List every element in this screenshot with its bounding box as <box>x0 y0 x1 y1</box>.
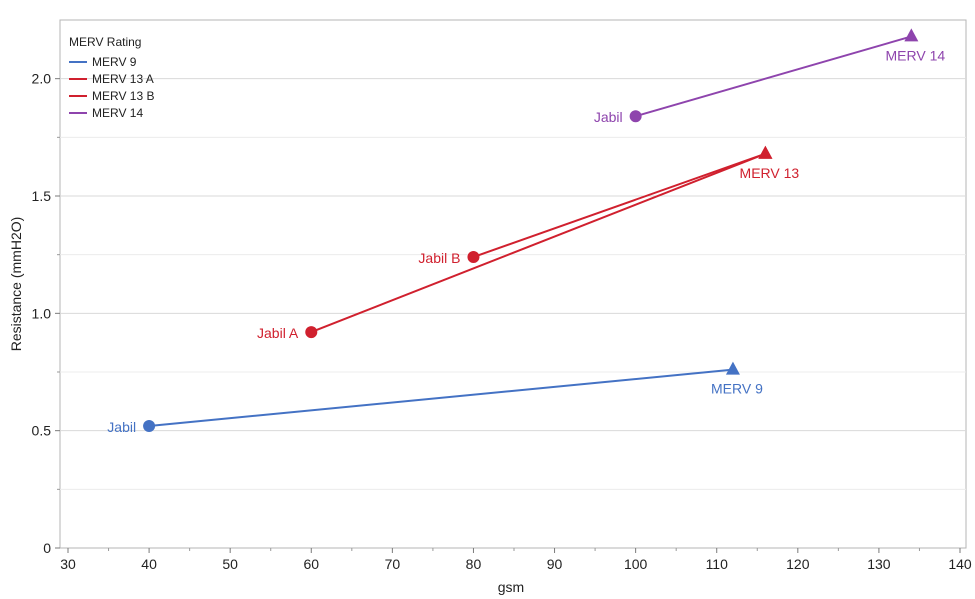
point-marker-merv-14 <box>904 28 919 42</box>
series-layer <box>143 28 919 432</box>
x-tick-label: 80 <box>466 556 482 572</box>
x-tick-label: 130 <box>867 556 891 572</box>
x-tick-label: 70 <box>385 556 401 572</box>
y-tick-label: 0 <box>43 540 51 556</box>
series-line-merv-9 <box>148 368 734 427</box>
point-marker-merv-13-b <box>467 251 480 264</box>
x-tick-label: 90 <box>547 556 563 572</box>
x-tick-label: 50 <box>222 556 238 572</box>
series-line-merv-13-b <box>473 152 766 258</box>
y-tick-label: 1.5 <box>32 188 52 204</box>
point-label: MERV 9 <box>711 381 763 397</box>
x-axis-title: gsm <box>498 579 524 595</box>
legend-entry: MERV 9 <box>92 55 137 69</box>
x-tick-label: 40 <box>141 556 157 572</box>
x-tick-label: 30 <box>60 556 76 572</box>
point-label: Jabil B <box>418 250 460 266</box>
y-axis-title: Resistance (mmH2O) <box>8 217 24 352</box>
x-tick-label: 120 <box>786 556 810 572</box>
x-tick-label: 60 <box>303 556 319 572</box>
x-tick-label: 100 <box>624 556 648 572</box>
axes: 0 0.5 1.0 1.5 2.0 30 40 50 60 70 80 90 100 110 120 130 1… <box>32 71 972 572</box>
y-tick-label: 2.0 <box>32 71 52 87</box>
y-tick-label: 1.0 <box>32 305 52 321</box>
legend-entry: MERV 13 B <box>92 89 154 103</box>
legend: MERV Rating MERV 9 MERV 13 A MERV 13 B MERV… <box>69 35 154 120</box>
legend-title: MERV Rating <box>69 35 141 49</box>
x-tick-label: 140 <box>948 556 972 572</box>
point-marker-merv-9 <box>725 361 740 375</box>
plot-area <box>59 19 967 549</box>
point-marker-merv-13-b <box>758 145 773 159</box>
gridlines <box>60 78 966 490</box>
point-label: Jabil <box>594 109 623 125</box>
point-label: Jabil <box>107 419 136 435</box>
y-tick-label: 0.5 <box>32 423 52 439</box>
point-marker-merv-9 <box>143 419 156 432</box>
series-line-merv-13-a <box>310 152 766 334</box>
point-label: Jabil A <box>257 325 299 341</box>
point-label: MERV 14 <box>886 47 946 63</box>
point-label: MERV 13 <box>740 165 800 181</box>
point-marker-merv-13-a <box>305 326 318 339</box>
point-marker-merv-14 <box>629 110 642 123</box>
point-labels: Jabil MERV 9 Jabil A MERV 13 Jabil B Jabil MER… <box>107 47 945 435</box>
legend-entry: MERV 14 <box>92 106 143 120</box>
x-tick-label: 110 <box>706 556 729 572</box>
series-line-merv-14 <box>635 35 912 118</box>
legend-entry: MERV 13 A <box>92 72 154 86</box>
